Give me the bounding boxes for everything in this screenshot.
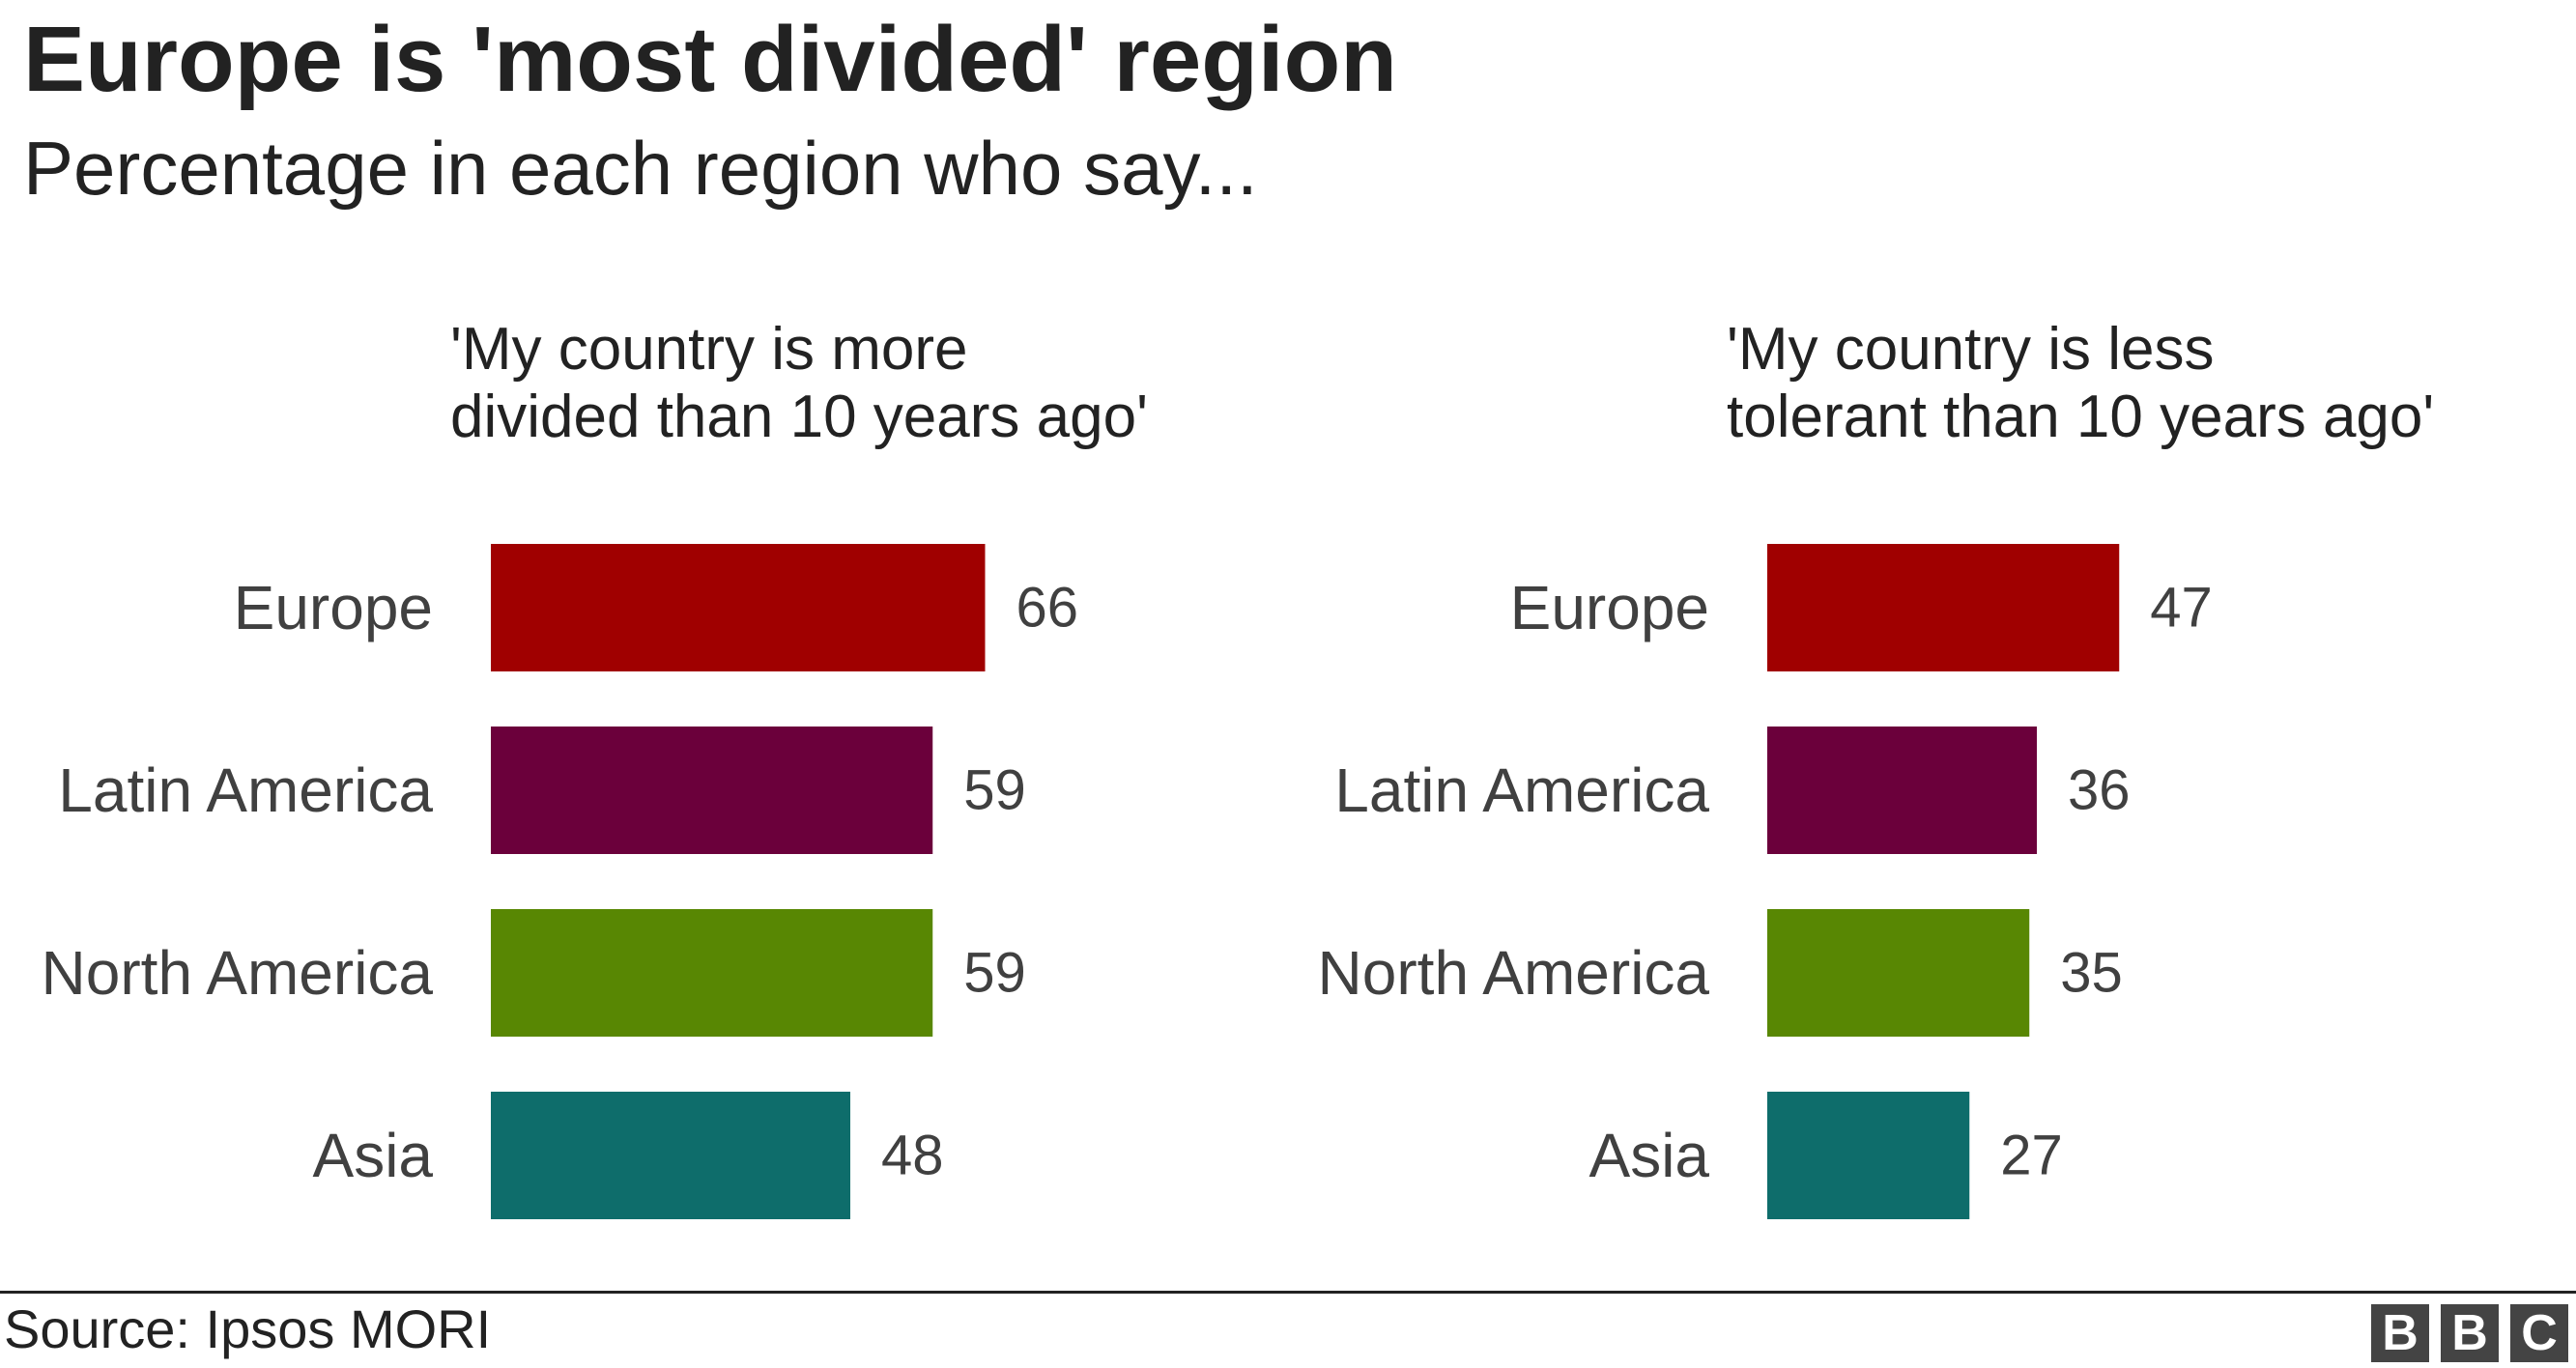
data-label: 27 bbox=[2000, 1125, 2063, 1187]
category-label: Asia bbox=[1589, 1121, 1710, 1190]
bar bbox=[491, 544, 986, 671]
footer-divider bbox=[0, 1291, 2576, 1294]
category-label: Latin America bbox=[58, 755, 433, 825]
category-label: Europe bbox=[234, 573, 433, 642]
logo-block: B bbox=[2371, 1304, 2429, 1362]
logo-block: B bbox=[2441, 1304, 2499, 1362]
category-label: North America bbox=[1318, 938, 1710, 1008]
chart-title: Europe is 'most divided' region bbox=[23, 8, 1397, 111]
panel-title-line: 'My country is less bbox=[1727, 316, 2215, 383]
bar bbox=[1767, 909, 2030, 1037]
category-label: Europe bbox=[1510, 573, 1709, 642]
data-label: 59 bbox=[963, 942, 1026, 1005]
data-label: 35 bbox=[2060, 942, 2123, 1005]
data-label: 59 bbox=[963, 759, 1026, 822]
category-label: North America bbox=[42, 938, 434, 1008]
bar bbox=[1767, 1092, 1970, 1219]
panel-title-line: tolerant than 10 years ago' bbox=[1727, 384, 2434, 450]
category-label: Latin America bbox=[1334, 755, 1709, 825]
data-label: 66 bbox=[1016, 577, 1079, 640]
panel-title-line: divided than 10 years ago' bbox=[450, 384, 1148, 450]
data-label: 48 bbox=[881, 1125, 944, 1187]
category-label: Asia bbox=[313, 1121, 434, 1190]
chart-subtitle: Percentage in each region who say... bbox=[23, 126, 1258, 211]
bbc-logo: B B C bbox=[2371, 1304, 2568, 1362]
bar bbox=[491, 1092, 850, 1219]
logo-block: C bbox=[2510, 1304, 2568, 1362]
data-label: 36 bbox=[2068, 759, 2131, 822]
bar bbox=[491, 909, 933, 1037]
bar bbox=[491, 727, 933, 854]
source-note: Source: Ipsos MORI bbox=[4, 1298, 492, 1359]
data-label: 47 bbox=[2150, 577, 2213, 640]
panel-title-line: 'My country is more bbox=[450, 316, 968, 383]
bar bbox=[1767, 727, 2037, 854]
bar bbox=[1767, 544, 2120, 671]
